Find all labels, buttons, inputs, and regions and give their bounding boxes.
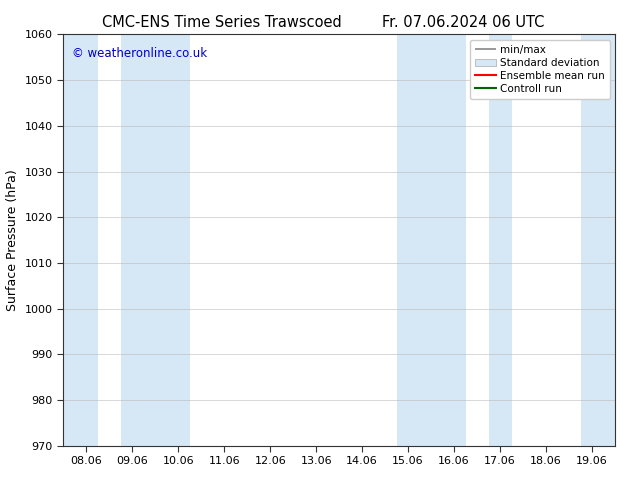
Text: CMC-ENS Time Series Trawscoed: CMC-ENS Time Series Trawscoed	[102, 15, 342, 30]
Bar	[121, 34, 190, 446]
Bar	[581, 34, 615, 446]
Bar	[397, 34, 465, 446]
Legend: min/max, Standard deviation, Ensemble mean run, Controll run: min/max, Standard deviation, Ensemble me…	[470, 40, 610, 99]
Bar	[489, 34, 512, 446]
Y-axis label: Surface Pressure (hPa): Surface Pressure (hPa)	[6, 169, 19, 311]
Text: Fr. 07.06.2024 06 UTC: Fr. 07.06.2024 06 UTC	[382, 15, 544, 30]
Text: © weatheronline.co.uk: © weatheronline.co.uk	[72, 47, 207, 60]
Bar	[63, 34, 98, 446]
